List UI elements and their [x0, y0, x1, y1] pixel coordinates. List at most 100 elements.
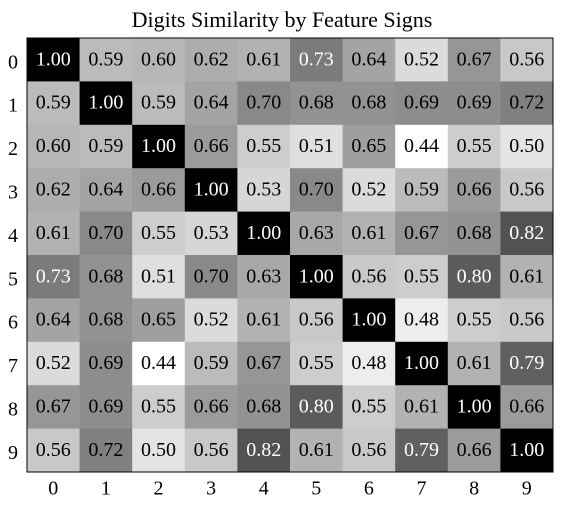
heatmap-cell [395, 255, 449, 299]
heatmap-cell [290, 428, 344, 473]
heatmap-cell [27, 38, 81, 82]
heatmap-cell [79, 341, 133, 386]
cell-label: 0.79 [509, 352, 544, 374]
x-tick-label: 5 [311, 478, 321, 500]
heatmap-cell [342, 385, 396, 430]
cell-label: 0.44 [404, 135, 439, 157]
heatmap-cell [395, 298, 449, 343]
heatmap-cell [500, 428, 554, 473]
cell-label: 0.59 [88, 48, 123, 70]
y-tick-label: 6 [8, 312, 18, 334]
cell-label: 1.00 [88, 92, 123, 114]
heatmap-cell [79, 211, 133, 256]
cell-label: 0.56 [351, 439, 386, 461]
heatmap-cell [500, 81, 554, 126]
cell-label: 0.56 [509, 178, 544, 200]
cell-label: 0.56 [194, 439, 229, 461]
heatmap-cell [184, 385, 238, 430]
cell-label: 1.00 [457, 395, 492, 417]
heatmap-cell [342, 168, 396, 213]
cell-label: 1.00 [404, 352, 439, 374]
cell-label: 0.52 [36, 352, 71, 374]
heatmap-cell [132, 168, 186, 213]
cell-label: 0.51 [299, 135, 334, 157]
heatmap-cell [290, 385, 344, 430]
x-tick-label: 1 [101, 478, 111, 500]
heatmap-cell [342, 298, 396, 343]
cell-label: 1.00 [509, 439, 544, 461]
heatmap-cell [395, 341, 449, 386]
heatmap-cell [447, 124, 501, 169]
heatmap-cell [395, 428, 449, 473]
cell-label: 0.61 [36, 222, 71, 244]
heatmap-cell [500, 211, 554, 256]
heatmap-cell [184, 38, 238, 82]
heatmap-cell [237, 298, 291, 343]
heatmap-cell [395, 385, 449, 430]
heatmap-cell [500, 124, 554, 169]
cell-label: 0.56 [509, 48, 544, 70]
cell-label: 0.80 [299, 395, 334, 417]
cell-label: 0.82 [509, 222, 544, 244]
heatmap-cell [447, 298, 501, 343]
cell-label: 0.52 [404, 48, 439, 70]
cell-label: 0.66 [509, 395, 544, 417]
heatmap-cell [184, 168, 238, 213]
heatmap-cell [342, 38, 396, 82]
heatmap-cell [342, 211, 396, 256]
cell-label: 0.66 [141, 178, 176, 200]
heatmap-cell [184, 81, 238, 126]
cell-label: 0.50 [509, 135, 544, 157]
cell-label: 0.50 [141, 439, 176, 461]
heatmap-cell [132, 341, 186, 386]
cell-label: 0.70 [299, 178, 334, 200]
cell-label: 0.44 [141, 352, 176, 374]
heatmap-cell [342, 124, 396, 169]
plot-frame [26, 37, 554, 473]
heatmap-cell [447, 38, 501, 82]
cell-label: 0.62 [194, 48, 229, 70]
y-tick-label: 0 [8, 51, 18, 73]
cell-label: 0.61 [457, 352, 492, 374]
cell-label: 0.61 [351, 222, 386, 244]
heatmap-cell [79, 124, 133, 169]
heatmap-cell [132, 124, 186, 169]
heatmap-cell [27, 428, 81, 473]
cell-label: 0.61 [246, 48, 281, 70]
cell-label: 0.52 [194, 309, 229, 331]
y-tick-label: 7 [8, 355, 18, 377]
cell-label: 0.56 [509, 309, 544, 331]
heatmap-cell [500, 341, 554, 386]
heatmap-cell [27, 81, 81, 126]
x-tick-label: 3 [206, 478, 216, 500]
heatmap-cell [290, 255, 344, 299]
heatmap-cell [132, 298, 186, 343]
heatmap-cell [237, 428, 291, 473]
heatmap-cell [290, 81, 344, 126]
cell-label: 0.66 [457, 178, 492, 200]
heatmap-cell [27, 341, 81, 386]
x-tick-label: 7 [417, 478, 427, 500]
cell-label: 0.66 [194, 135, 229, 157]
cell-label: 0.64 [194, 92, 229, 114]
cell-label: 0.62 [36, 178, 71, 200]
cell-label: 0.72 [509, 92, 544, 114]
cell-label: 1.00 [351, 309, 386, 331]
cell-label: 0.82 [246, 439, 281, 461]
cell-label: 0.79 [404, 439, 439, 461]
heatmap-cell [395, 211, 449, 256]
heatmap-cell [500, 168, 554, 213]
heatmap-cell [27, 298, 81, 343]
heatmap-cell [447, 168, 501, 213]
heatmap-cell [290, 38, 344, 82]
x-tick-label: 0 [48, 478, 58, 500]
cell-label: 0.63 [246, 265, 281, 287]
cell-label: 0.69 [88, 352, 123, 374]
y-tick-label: 9 [8, 442, 18, 464]
cell-label: 0.68 [299, 92, 334, 114]
heatmap-cell [290, 341, 344, 386]
heatmap-cell [290, 168, 344, 213]
cell-label: 0.66 [194, 395, 229, 417]
cell-label: 0.55 [351, 395, 386, 417]
heatmap-cell [237, 124, 291, 169]
